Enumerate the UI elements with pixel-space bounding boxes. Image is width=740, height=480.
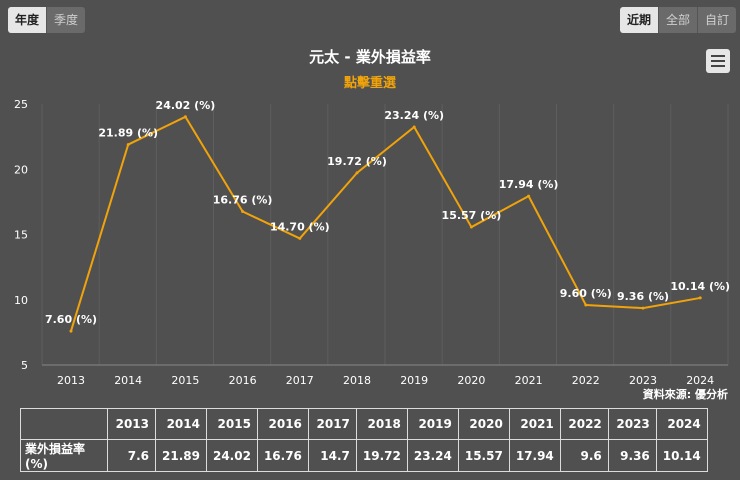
year-header: 2017 (307, 408, 357, 440)
table-cell: 10.14 (655, 439, 708, 472)
table-cell: 16.76 (256, 439, 309, 472)
recent-range-button[interactable]: 近期 (619, 7, 659, 33)
data-point (412, 125, 416, 129)
table-cell: 14.7 (307, 439, 357, 472)
data-point (641, 306, 645, 310)
year-header: 2014 (155, 408, 207, 440)
x-tick-label: 2021 (515, 374, 543, 387)
year-header: 2022 (559, 408, 609, 440)
custom-range-button[interactable]: 自訂 (697, 7, 736, 33)
table-cell: 21.89 (155, 439, 207, 472)
data-point (469, 225, 473, 229)
series-line (70, 115, 701, 332)
data-point (527, 194, 531, 198)
data-label: 15.57 (%) (442, 209, 502, 222)
x-tick-label: 2019 (400, 374, 428, 387)
year-header: 2015 (205, 408, 258, 440)
row-label: 業外損益率(%) (20, 439, 108, 472)
table-cell: 9.36 (607, 439, 657, 472)
year-header: 2018 (355, 408, 408, 440)
y-tick-label: 25 (14, 98, 28, 111)
data-point (126, 143, 130, 147)
table-cell: 17.94 (508, 439, 561, 472)
data-label: 16.76 (%) (213, 194, 273, 207)
data-label: 10.14 (%) (670, 280, 730, 293)
period-toggle: 年度 季度 (8, 7, 86, 33)
range-toggle: 近期 全部 自訂 (619, 7, 736, 33)
x-tick-label: 2022 (572, 374, 600, 387)
y-tick-label: 10 (14, 294, 28, 307)
year-header: 2019 (406, 408, 459, 440)
data-point (698, 296, 702, 300)
data-label: 17.94 (%) (499, 178, 559, 191)
year-header: 2021 (508, 408, 561, 440)
table-cell: 15.57 (457, 439, 510, 472)
table-row: 業外損益率(%) 7.6 21.89 24.02 16.76 14.7 19.7… (20, 439, 708, 472)
x-tick-label: 2014 (114, 374, 142, 387)
line-chart: 元太 - 業外損益率 點擊重選 5 10 15 20 25 2013 2014 2015 201… (14, 48, 730, 401)
data-label: 19.72 (%) (327, 155, 387, 168)
hamburger-menu-icon[interactable] (706, 49, 730, 73)
table-cell: 19.72 (355, 439, 408, 472)
table-cell: 7.6 (107, 439, 156, 472)
x-tick-label: 2024 (686, 374, 714, 387)
x-tick-label: 2015 (171, 374, 199, 387)
table-cell: 9.6 (559, 439, 609, 472)
table-header-row: 2013 2014 2015 2016 2017 2018 2019 2020 … (20, 408, 708, 440)
data-label: 23.24 (%) (384, 109, 444, 122)
data-point (355, 171, 359, 175)
data-label: 24.02 (%) (156, 99, 216, 112)
data-point (584, 303, 588, 307)
year-header: 2020 (457, 408, 510, 440)
x-tick-label: 2018 (343, 374, 371, 387)
chart-title: 元太 - 業外損益率 (309, 48, 431, 66)
chart-subtitle[interactable]: 點擊重選 (344, 75, 396, 91)
data-label: 9.36 (%) (617, 290, 669, 303)
table-cell: 24.02 (205, 439, 258, 472)
year-header: 2024 (655, 408, 708, 440)
x-tick-label: 2023 (629, 374, 657, 387)
data-label: 14.70 (%) (270, 220, 330, 233)
all-range-button[interactable]: 全部 (658, 7, 698, 33)
quarterly-button[interactable]: 季度 (47, 7, 86, 33)
data-label: 21.89 (%) (98, 127, 158, 140)
x-tick-label: 2020 (457, 374, 485, 387)
data-point (69, 329, 73, 333)
year-header: 2016 (256, 408, 309, 440)
y-tick-label: 5 (21, 359, 28, 372)
y-tick-label: 20 (14, 163, 28, 176)
year-header: 2023 (607, 408, 657, 440)
data-table: 2013 2014 2015 2016 2017 2018 2019 2020 … (20, 408, 708, 472)
year-header: 2013 (107, 408, 156, 440)
x-tick-label: 2013 (57, 374, 85, 387)
source-credit: 資料來源: 優分析 (643, 387, 728, 401)
data-point (298, 236, 302, 240)
x-tick-label: 2016 (229, 374, 257, 387)
table-corner-cell (20, 408, 108, 440)
data-label: 9.60 (%) (560, 287, 612, 300)
data-point (183, 115, 187, 119)
y-tick-label: 15 (14, 229, 28, 242)
data-label: 7.60 (%) (45, 313, 97, 326)
table-cell: 23.24 (406, 439, 459, 472)
data-point (241, 210, 245, 214)
x-tick-label: 2017 (286, 374, 314, 387)
annual-button[interactable]: 年度 (8, 7, 48, 33)
